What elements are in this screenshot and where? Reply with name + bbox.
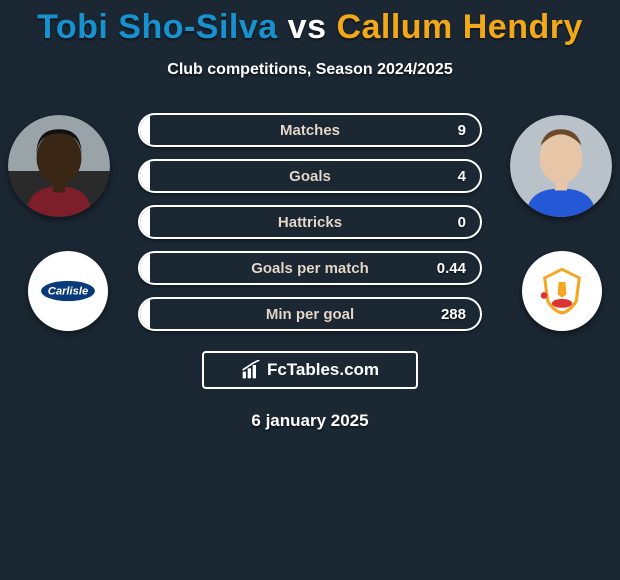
avatar-icon — [510, 115, 612, 217]
svg-text:Carlisle: Carlisle — [48, 285, 88, 297]
stat-bar-fill — [140, 161, 150, 191]
comparison-title: Tobi Sho-Silva vs Callum Hendry — [0, 0, 620, 47]
comparison-arena: Carlisle Matches9 Goals4 Hattricks0 Goals p… — [0, 107, 620, 337]
player2-name: Callum Hendry — [336, 8, 582, 46]
vs-text: vs — [288, 8, 327, 46]
stat-bar: Hattricks0 — [138, 205, 482, 239]
branding-text: FcTables.com — [267, 360, 379, 380]
stat-bar: Goals4 — [138, 159, 482, 193]
club-logo-icon — [534, 263, 590, 319]
player1-name: Tobi Sho-Silva — [37, 8, 278, 46]
stat-value-right: 4 — [458, 161, 466, 191]
stat-bar-fill — [140, 299, 150, 329]
chart-icon — [241, 360, 261, 380]
stat-bar-fill — [140, 253, 150, 283]
stat-value-right: 0 — [458, 207, 466, 237]
stat-bar-fill — [140, 207, 150, 237]
stat-bar-fill — [140, 115, 150, 145]
player1-avatar — [8, 115, 110, 217]
player1-club-badge: Carlisle — [28, 251, 108, 331]
player2-club-badge — [522, 251, 602, 331]
stat-bar: Matches9 — [138, 113, 482, 147]
club-logo-icon: Carlisle — [40, 263, 96, 319]
stat-label: Matches — [140, 115, 480, 145]
stat-label: Goals — [140, 161, 480, 191]
stat-label: Hattricks — [140, 207, 480, 237]
player2-avatar — [510, 115, 612, 217]
stat-bars: Matches9Goals4Hattricks0Goals per match0… — [138, 113, 482, 331]
stat-label: Goals per match — [140, 253, 480, 283]
as-of-date: 6 january 2025 — [0, 411, 620, 431]
subtitle: Club competitions, Season 2024/2025 — [0, 61, 620, 79]
branding-badge: FcTables.com — [202, 351, 418, 389]
avatar-icon — [8, 115, 110, 217]
stat-bar: Min per goal288 — [138, 297, 482, 331]
stat-label: Min per goal — [140, 299, 480, 329]
stat-value-right: 9 — [458, 115, 466, 145]
stat-value-right: 0.44 — [437, 253, 466, 283]
stat-bar: Goals per match0.44 — [138, 251, 482, 285]
stat-value-right: 288 — [441, 299, 466, 329]
